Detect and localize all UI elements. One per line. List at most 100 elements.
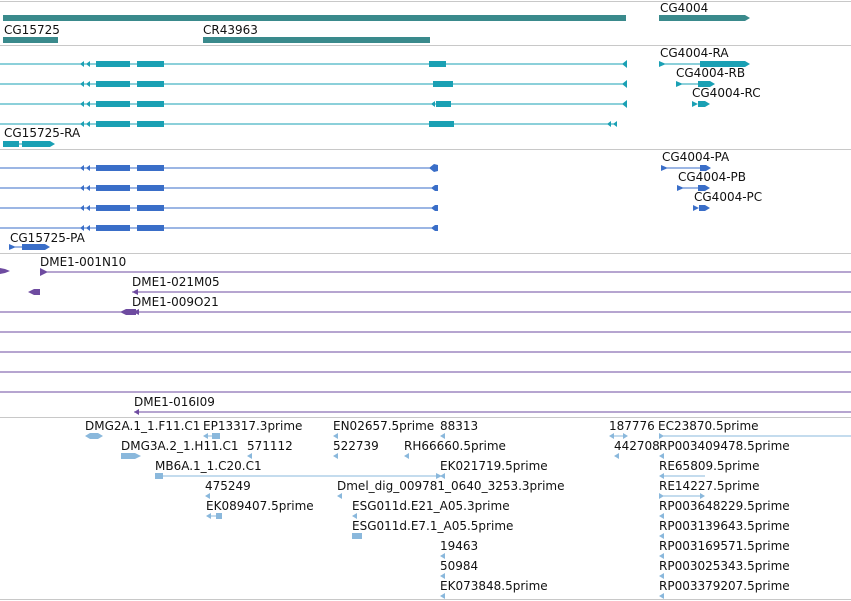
est-glyph[interactable] [333, 433, 338, 439]
transcript-row[interactable] [0, 60, 627, 68]
est-glyph[interactable] [337, 493, 342, 499]
est-glyph[interactable] [609, 433, 628, 439]
gene-bar-cr43963[interactable] [203, 37, 430, 43]
est-label: RP003648229.5prime [659, 499, 790, 513]
est-label: EK073848.5prime [440, 579, 548, 593]
est-glyph[interactable] [659, 513, 664, 519]
est-glyph[interactable] [659, 473, 705, 479]
protein-label: CG4004-PB [678, 170, 746, 184]
clone-label: DME1-016I09 [134, 395, 215, 409]
est-glyph[interactable] [205, 493, 210, 499]
transcript-cg4004-ra[interactable] [659, 61, 750, 67]
est-label: RP003379207.5prime [659, 579, 790, 593]
transcript-label: CG4004-RC [692, 86, 761, 100]
est-glyph[interactable] [333, 453, 338, 459]
protein-row[interactable] [0, 185, 438, 191]
est-label: ESG011d.E21_A05.3prime [352, 499, 510, 513]
gene-label: CR43963 [203, 23, 258, 37]
est-label: EP13317.3prime [203, 419, 302, 433]
est-label: DMG3A.2_1.H11.C1 [121, 439, 239, 453]
est-label: MB6A.1_1.C20.C1 [155, 459, 262, 473]
est-label: 442708 [614, 439, 660, 453]
protein-cg15725-pa[interactable] [9, 244, 50, 250]
clone-track: DME1-001N10 DME1-021M05 DME1-009O21 DME1… [0, 255, 851, 415]
est-glyph[interactable] [440, 433, 445, 439]
protein-label: CG15725-PA [10, 231, 86, 245]
gene-bar-cg15725-cr43963[interactable] [3, 15, 626, 21]
est-label: RP003409478.5prime [659, 439, 790, 453]
est-glyph[interactable] [352, 513, 357, 519]
transcript-track: CG15725-RA CG4004-RA CG4004-RB CG4004-RC [0, 46, 761, 147]
est-glyph[interactable] [155, 473, 442, 479]
est-label: EC23870.5prime [658, 419, 759, 433]
est-glyph[interactable] [659, 433, 851, 439]
est-glyph[interactable] [440, 573, 445, 579]
est-label: ESG011d.E7.1_A05.5prime [352, 519, 513, 533]
est-glyph[interactable] [247, 453, 252, 459]
est-glyph[interactable] [440, 553, 445, 559]
est-label: RH66660.5prime [404, 439, 506, 453]
est-glyph[interactable] [659, 533, 664, 539]
est-label: EK021719.5prime [440, 459, 548, 473]
est-track: DMG2A.1_1.F11.C1 EP13317.3prime EN02657.… [85, 419, 851, 599]
clone-row[interactable] [28, 289, 851, 295]
protein-cg4004-pb[interactable] [677, 185, 710, 191]
est-label: 19463 [440, 539, 478, 553]
protein-cg4004-pa[interactable] [661, 165, 711, 171]
est-glyph[interactable] [659, 553, 664, 559]
transcript-row[interactable] [0, 100, 627, 108]
gene-label: CG4004 [660, 1, 708, 15]
est-glyph[interactable] [440, 593, 445, 599]
protein-row[interactable] [0, 164, 438, 172]
protein-track: CG15725-PA CG4004-PA CG4004-PB CG4004-PC [0, 150, 762, 250]
est-label: 571112 [247, 439, 293, 453]
est-label: DMG2A.1_1.F11.C1 [85, 419, 200, 433]
est-label: RE14227.5prime [659, 479, 760, 493]
transcript-label: CG15725-RA [4, 126, 81, 140]
est-label: 522739 [333, 439, 379, 453]
est-label: RP003139643.5prime [659, 519, 790, 533]
transcript-cg15725-ra[interactable] [3, 141, 55, 147]
est-label: RP003025343.5prime [659, 559, 790, 573]
est-label: RP003169571.5prime [659, 539, 790, 553]
transcript-row[interactable] [0, 80, 627, 88]
clone-row[interactable] [0, 268, 851, 276]
gene-bar-cg4004[interactable] [659, 15, 750, 21]
est-glyph[interactable] [121, 453, 141, 459]
est-label: EK089407.5prime [206, 499, 314, 513]
protein-row[interactable] [0, 225, 438, 231]
est-label: 50984 [440, 559, 478, 573]
est-glyph[interactable] [85, 433, 103, 439]
est-glyph[interactable] [203, 433, 220, 439]
est-label: RE65809.5prime [659, 459, 760, 473]
protein-row[interactable] [0, 205, 438, 211]
transcript-cg4004-rc[interactable] [692, 101, 710, 107]
est-glyph[interactable] [404, 453, 409, 459]
est-glyph[interactable] [659, 593, 664, 599]
gene-bar-cg15725[interactable] [3, 37, 58, 43]
gene-track: CG15725 CR43963 CG4004 [3, 1, 750, 43]
clone-row[interactable] [0, 309, 851, 315]
clone-label: DME1-009O21 [132, 295, 219, 309]
transcript-cg4004-rb[interactable] [676, 81, 715, 87]
gene-label: CG15725 [4, 23, 60, 37]
clone-label: DME1-001N10 [40, 255, 126, 269]
clone-row[interactable] [134, 409, 851, 415]
clone-label: DME1-021M05 [132, 275, 220, 289]
est-label: 475249 [205, 479, 251, 493]
est-glyph[interactable] [659, 573, 664, 579]
transcript-label: CG4004-RB [676, 66, 745, 80]
est-glyph[interactable] [206, 513, 222, 519]
transcript-row[interactable] [0, 121, 617, 127]
est-glyph[interactable] [659, 493, 705, 499]
est-glyph[interactable] [440, 473, 445, 479]
est-glyph[interactable] [614, 453, 619, 459]
est-glyph[interactable] [659, 453, 664, 459]
est-glyph[interactable] [352, 533, 362, 539]
est-label: 88313 [440, 419, 478, 433]
protein-cg4004-pc[interactable] [693, 205, 710, 211]
transcript-label: CG4004-RA [660, 46, 729, 60]
est-label: 187776 [609, 419, 655, 433]
